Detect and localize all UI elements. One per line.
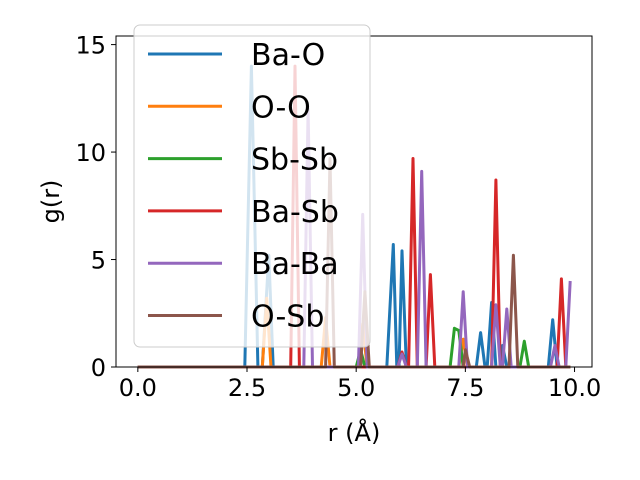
y-axis-ticks: 0 5 10 15 (75, 32, 116, 382)
y-tick-label: 10 (75, 139, 106, 167)
x-tick-label: 7.5 (446, 374, 484, 402)
x-tick-label: 10.0 (548, 374, 601, 402)
legend: Ba-O O-O Sb-Sb Ba-Sb Ba-Ba O-Sb (133, 24, 371, 348)
y-tick-label: 0 (91, 354, 106, 382)
legend-label-sb-sb: Sb-Sb (251, 143, 338, 178)
legend-label-o-sb: O-Sb (251, 300, 324, 335)
legend-label-ba-sb: Ba-Sb (251, 195, 339, 230)
legend-label-ba-ba: Ba-Ba (251, 247, 339, 282)
y-tick-label: 15 (75, 32, 106, 60)
y-tick-label: 5 (91, 247, 106, 275)
x-tick-label: 0.0 (119, 374, 157, 402)
x-tick-label: 2.5 (228, 374, 266, 402)
y-axis-label: g(r) (37, 180, 65, 224)
x-axis-label: r (Å) (328, 418, 381, 447)
x-axis-ticks: 0.0 2.5 5.0 7.5 10.0 (119, 367, 601, 402)
legend-label-o-o: O-O (251, 90, 311, 125)
legend-label-ba-o: Ba-O (251, 38, 325, 73)
x-tick-label: 5.0 (337, 374, 375, 402)
